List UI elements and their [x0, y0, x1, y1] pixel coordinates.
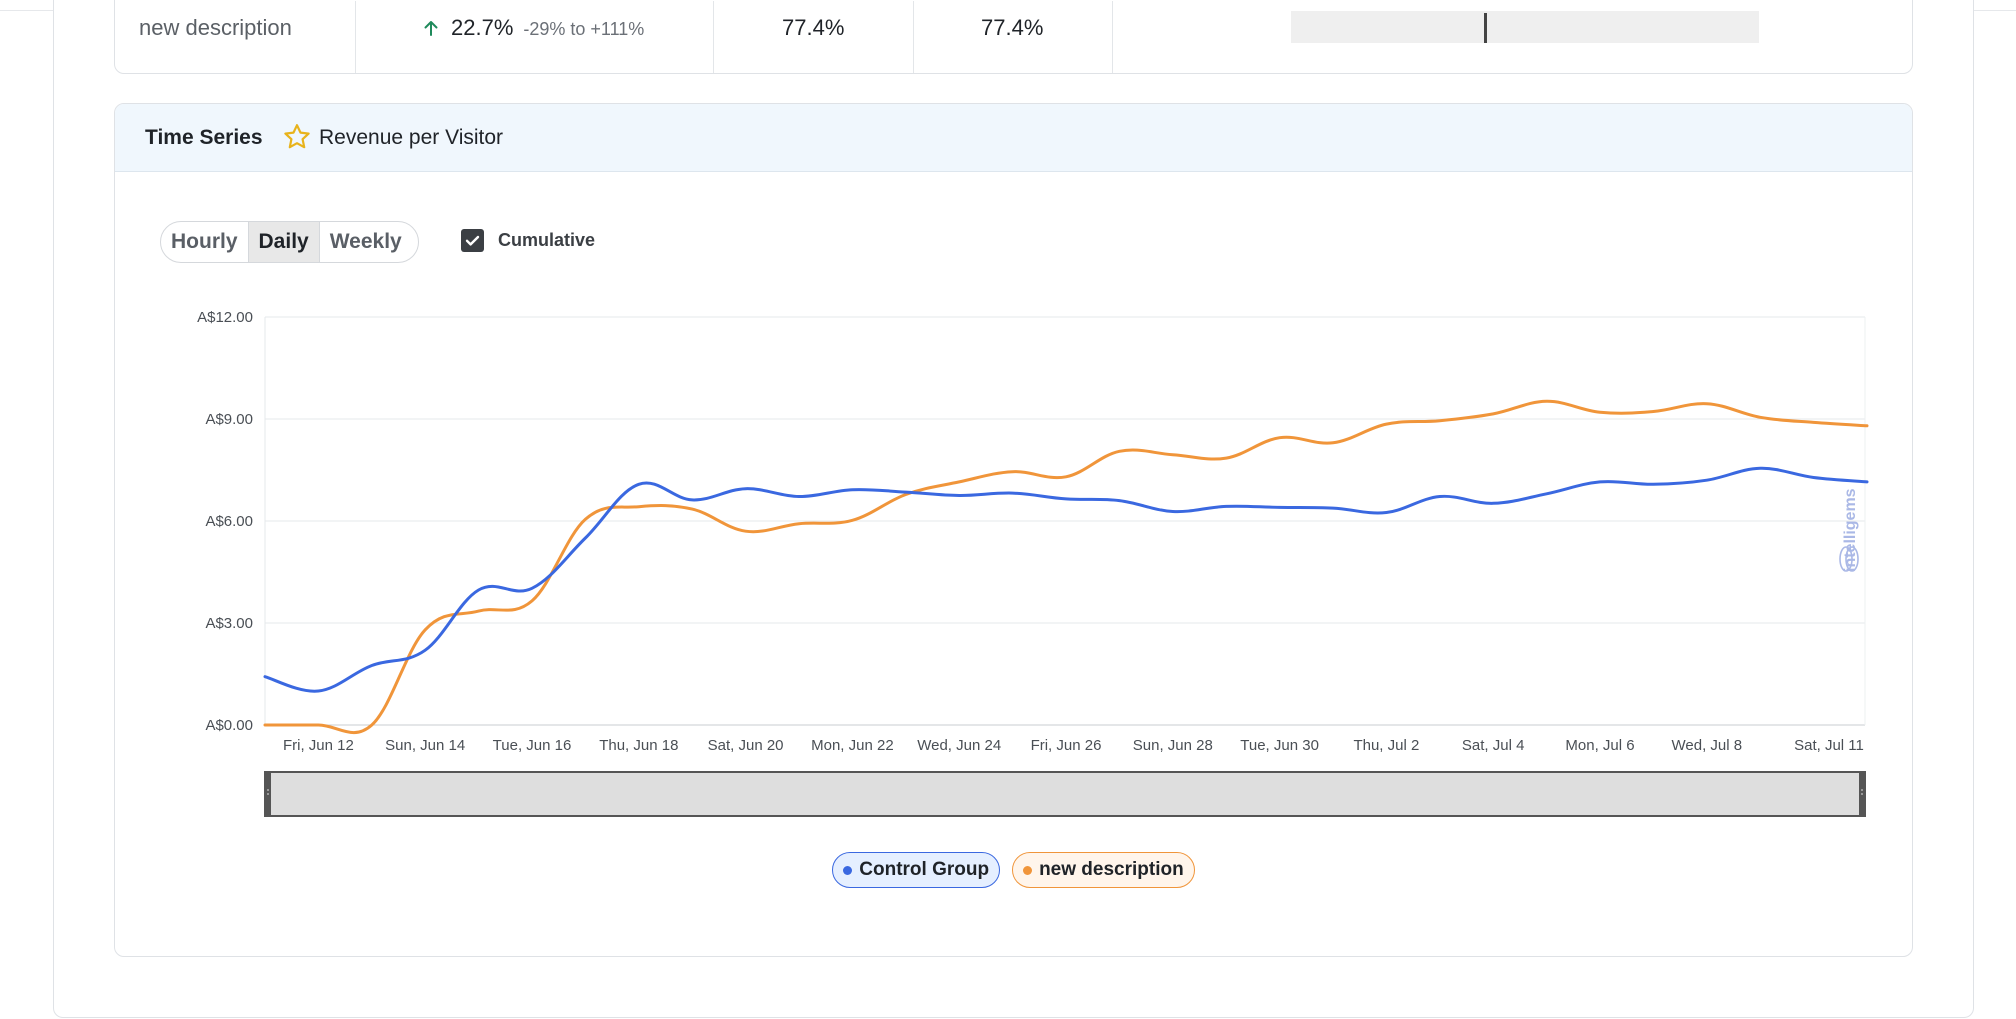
time-series-card: Time Series Revenue per Visitor Hourly D… — [114, 103, 1913, 957]
variant-name: new description — [139, 15, 292, 40]
confidence-marker — [1484, 13, 1487, 43]
y-tick-label: A$6.00 — [205, 513, 253, 530]
legend-label: Control Group — [859, 859, 990, 880]
x-tick-label: Sat, Jul 4 — [1462, 737, 1525, 754]
x-tick-label: Sun, Jun 28 — [1133, 737, 1213, 754]
divider — [355, 1, 356, 73]
x-tick-label: Wed, Jul 8 — [1672, 737, 1743, 754]
checkbox-checked-icon[interactable] — [461, 229, 484, 252]
metric-b-value: 77.4% — [981, 15, 1044, 40]
y-tick-label: A$3.00 — [205, 615, 253, 632]
cumulative-checkbox[interactable]: Cumulative — [461, 229, 595, 252]
x-tick-label: Fri, Jun 12 — [283, 737, 354, 754]
range-navigator[interactable] — [264, 771, 1866, 817]
x-tick-label: Sat, Jul 11 — [1794, 737, 1864, 754]
uplift-value: 22.7% — [451, 15, 514, 40]
variant-summary-row: new description 22.7% -29% to +111% 77.4… — [114, 0, 1913, 74]
legend-label: new description — [1039, 859, 1184, 880]
time-series-header: Time Series Revenue per Visitor — [115, 104, 1912, 172]
divider — [1112, 1, 1113, 73]
granularity-weekly-button[interactable]: Weekly — [329, 230, 402, 253]
granularity-hourly-button[interactable]: Hourly — [161, 222, 249, 262]
variant-dot-icon — [1023, 865, 1033, 875]
x-tick-label: Thu, Jul 2 — [1353, 737, 1419, 754]
legend-control-group[interactable]: Control Group — [832, 852, 1001, 888]
x-tick-label: Tue, Jun 16 — [493, 737, 572, 754]
confidence-bar — [1291, 11, 1759, 43]
chart-legend: Control Group new description — [115, 852, 1912, 888]
cumulative-label: Cumulative — [498, 230, 596, 250]
x-tick-label: Wed, Jun 24 — [917, 737, 1001, 754]
star-icon[interactable] — [282, 122, 312, 152]
section-title: Time Series — [145, 126, 263, 149]
intelligems-watermark: intelligems — [1839, 488, 1859, 572]
metric-a-value: 77.4% — [782, 15, 845, 40]
divider — [913, 1, 914, 73]
control-dot-icon — [843, 865, 853, 875]
uplift: 22.7% -29% to +111% — [421, 15, 644, 41]
metric-name: Revenue per Visitor — [319, 126, 504, 149]
y-tick-label: A$0.00 — [205, 717, 253, 734]
new-description-series-line[interactable] — [263, 399, 1869, 735]
x-tick-label: Tue, Jun 30 — [1240, 737, 1319, 754]
control-group-series-line[interactable] — [263, 466, 1869, 693]
x-tick-label: Fri, Jun 26 — [1031, 737, 1102, 754]
y-tick-label: A$9.00 — [205, 411, 253, 428]
x-tick-label: Thu, Jun 18 — [599, 737, 678, 754]
revenue-time-series-chart: A$0.00 A$3.00 A$6.00 A$9.00 A$12.00 Fri, Jun… — [197, 309, 1869, 817]
y-tick-label: A$12.00 — [197, 309, 253, 326]
intelligems-logo-icon — [1839, 546, 1859, 572]
x-tick-label: Mon, Jun 22 — [811, 737, 894, 754]
granularity-toggle: Hourly Daily Weekly — [160, 221, 419, 263]
uplift-range: -29% to +111% — [523, 19, 645, 39]
x-tick-label: Sat, Jun 20 — [708, 737, 784, 754]
x-tick-label: Mon, Jul 6 — [1565, 737, 1634, 754]
arrow-up-icon — [424, 21, 438, 36]
legend-new-description[interactable]: new description — [1012, 852, 1195, 888]
watermark-text: intelligems — [1842, 488, 1859, 572]
divider — [713, 1, 714, 73]
x-tick-label: Sun, Jun 14 — [385, 737, 465, 754]
granularity-daily-button[interactable]: Daily — [248, 222, 320, 262]
